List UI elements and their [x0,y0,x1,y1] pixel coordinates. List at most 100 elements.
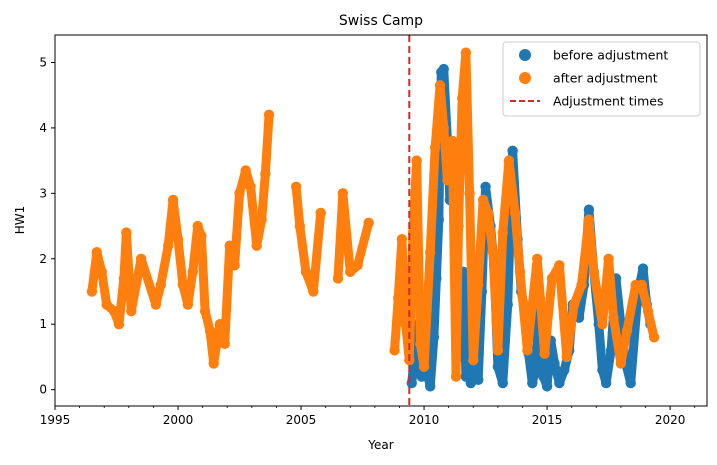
data-point [363,217,374,228]
x-tick-label: 2005 [286,413,317,427]
y-tick-label: 0 [39,383,47,397]
data-point [428,332,440,343]
chart-title: Swiss Camp [339,13,423,29]
data-band [295,221,311,277]
data-band [353,218,374,270]
data-band [97,267,112,310]
x-tick-label: 1995 [40,413,71,427]
data-band [429,273,441,342]
data-point [182,299,194,310]
data-point [464,188,475,199]
x-axis-title: Year [367,438,393,452]
y-tick-label: 2 [39,252,47,266]
data-band [604,254,619,323]
data-point [192,220,203,232]
data-point [96,266,107,278]
series-after-adjustment [86,47,660,382]
data-band [584,215,599,277]
data-point [568,299,580,310]
data-band [454,93,467,231]
legend-marker [519,72,531,84]
data-point [637,263,649,274]
data-point [621,325,633,336]
data-band [468,280,483,365]
data-point [263,109,275,121]
y-tick-label: 4 [39,121,47,135]
data-point [240,165,251,176]
data-point [597,364,608,376]
data-band [168,195,183,244]
data-point [453,220,464,232]
data-band [425,143,440,257]
data-point [527,299,538,310]
data-point [118,273,130,284]
data-point [393,292,404,304]
data-point [447,135,458,147]
data-point [352,260,363,271]
data-point [434,80,446,91]
data-point [245,181,256,193]
data-point [583,214,595,225]
data-point [554,260,565,271]
data-point [487,247,499,258]
data-point [396,233,408,245]
data-point [541,381,553,392]
data-point [456,93,468,104]
data-point [167,194,179,206]
data-point [527,377,538,389]
data-band [616,326,632,368]
data-point [583,204,595,215]
data-point [431,273,442,284]
data-band [601,345,616,388]
data-point [425,381,436,392]
data-point [389,345,400,356]
data-point [155,279,166,291]
data-point [400,319,411,330]
data-point [418,361,430,372]
data-point [406,377,417,389]
data-point [438,122,449,134]
data-point [101,299,112,310]
data-point [407,227,419,238]
y-axis: 0 1 2 3 4 5 [39,55,55,397]
data-point [549,358,560,369]
data-point [477,194,489,206]
data-point [256,214,267,225]
data-point [600,377,612,389]
data-point [559,364,570,376]
data-band [611,273,626,329]
x-axis: 1995 2000 2005 2010 2015 2020 [40,406,696,427]
data-band [308,208,326,296]
data-point [308,286,319,297]
data-band [196,231,210,316]
data-point [588,266,600,278]
data-point [554,377,565,389]
data-point [332,273,344,284]
data-band [483,208,498,257]
data-point [204,325,216,336]
data-band [504,156,520,218]
data-band [397,234,411,329]
data-point [425,247,436,258]
data-point [480,181,491,193]
plot-frame [54,34,708,407]
data-point [608,312,619,323]
data-point [450,371,462,382]
data-band [522,300,537,355]
data-point [472,374,484,386]
data-point [482,207,494,219]
data-point [438,63,449,75]
data-band [390,293,403,355]
data-point [538,371,549,382]
legend-marker [519,49,531,61]
x-tick-label: 2015 [532,413,563,427]
data-point [208,358,219,369]
data-band [412,156,425,349]
data-point [648,332,660,343]
data-band [183,267,198,310]
data-point [460,47,472,58]
data-point [497,377,508,389]
data-band [451,221,464,382]
data-band [260,110,274,179]
